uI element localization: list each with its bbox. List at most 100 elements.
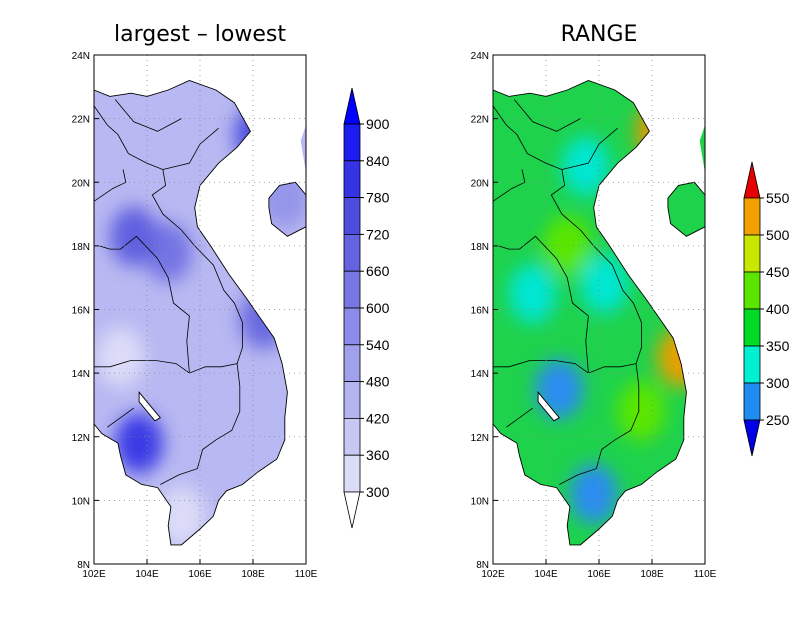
country-border xyxy=(160,363,241,485)
left-map-field xyxy=(93,80,307,546)
y-tick-label: 22N xyxy=(72,115,90,126)
country-border xyxy=(93,169,127,202)
colorbar-segment xyxy=(743,197,761,236)
colorbar-label: 250 xyxy=(766,412,790,428)
field-hotspot xyxy=(115,413,164,474)
colorbar-label: 480 xyxy=(366,374,390,390)
field-hotspot xyxy=(96,327,145,388)
country-border xyxy=(559,363,640,485)
colorbar-label: 540 xyxy=(366,337,390,353)
colorbar-segment xyxy=(343,417,361,456)
colorbar-label: 420 xyxy=(366,410,390,426)
x-tick-label: 110E xyxy=(295,569,318,580)
x-tick-label: 102E xyxy=(82,569,106,580)
colorbar-label: 360 xyxy=(366,447,390,463)
field-hotspot xyxy=(635,101,684,162)
y-tick-label: 14N xyxy=(72,369,90,380)
x-tick-label: 104E xyxy=(135,569,159,580)
colorbar-segment xyxy=(343,123,361,162)
colorbar-segment xyxy=(743,234,761,273)
country-border xyxy=(561,127,618,170)
field-hotspot xyxy=(657,327,705,388)
y-tick-label: 24N xyxy=(471,51,489,62)
y-tick-label: 8N xyxy=(476,560,489,571)
colorbar-label: 900 xyxy=(366,116,390,132)
colorbar-label: 400 xyxy=(766,301,790,317)
colorbar-segment xyxy=(343,307,361,346)
shaded-field xyxy=(94,80,306,545)
y-tick-label: 12N xyxy=(471,433,489,444)
country-border xyxy=(93,105,243,364)
right-map-title: RANGE xyxy=(561,22,638,47)
borders xyxy=(93,80,307,546)
colorbar-segment xyxy=(343,270,361,309)
colorbar-segment xyxy=(743,382,761,421)
colorbar-min-triangle xyxy=(743,419,761,457)
field-hotspot xyxy=(508,263,557,324)
y-tick-label: 22N xyxy=(471,115,489,126)
colorbar-label: 600 xyxy=(366,300,390,316)
tonle-sap-lake xyxy=(138,390,161,422)
tonle-sap-lake xyxy=(537,390,560,422)
colorbar-max-triangle xyxy=(743,161,761,199)
colorbar-segment xyxy=(343,381,361,419)
field-hotspot xyxy=(543,215,592,276)
left-colorbar: 300 360 420 480 540 600 660 720 780 840 900 xyxy=(343,87,390,529)
country-border xyxy=(107,407,135,428)
country-border xyxy=(492,105,642,364)
colorbar-label: 500 xyxy=(766,227,790,243)
colorbar-label: 660 xyxy=(366,263,390,279)
colorbar-label: 720 xyxy=(366,226,390,242)
colorbar-segment xyxy=(743,271,761,310)
y-tick-label: 18N xyxy=(471,242,489,253)
colorbar-label: 300 xyxy=(766,375,790,391)
colorbar-label: 840 xyxy=(366,153,390,169)
colorbar-min-triangle xyxy=(343,491,361,529)
field-hotspot xyxy=(580,254,629,315)
country-border xyxy=(492,169,526,202)
colorbar-label: 350 xyxy=(766,338,790,354)
country-border xyxy=(94,360,238,374)
y-tick-label: 10N xyxy=(72,496,90,507)
x-tick-label: 108E xyxy=(640,569,664,580)
left-map-panel: largest – lowest 102E 104E 106E 108E 110E8N1… xyxy=(72,22,390,580)
colorbar-segment xyxy=(343,454,361,493)
colorbar-segment xyxy=(743,308,761,347)
y-tick-label: 20N xyxy=(471,178,489,189)
y-tick-label: 20N xyxy=(72,178,90,189)
colorbar-segment xyxy=(743,345,761,384)
field-hotspot xyxy=(569,464,618,525)
y-tick-label: 18N xyxy=(72,242,90,253)
y-tick-label: 16N xyxy=(471,306,489,317)
field-hotspot xyxy=(561,136,610,197)
y-tick-label: 12N xyxy=(72,433,90,444)
country-border xyxy=(506,407,534,428)
right-map-axes: 102E 104E 106E 108E 110E 8N 10N 12N 14N 16N 18N 20N… xyxy=(471,51,717,580)
field-hotspot xyxy=(617,381,666,442)
right-map-panel: RANGE 102E 104E 106E 108E 110E 8N 10N 12N 14N 16N… xyxy=(471,22,790,580)
colorbar-label: 780 xyxy=(366,190,390,206)
y-tick-label: 24N xyxy=(72,51,90,62)
y-tick-label: 10N xyxy=(471,496,489,507)
field-hotspot xyxy=(535,359,584,420)
country-border xyxy=(114,99,182,132)
colorbar-label: 300 xyxy=(366,484,390,500)
coastline xyxy=(492,80,687,546)
x-tick-label: 102E xyxy=(481,569,505,580)
colorbar-label: 450 xyxy=(766,264,790,280)
country-border xyxy=(162,127,219,170)
country-border xyxy=(99,235,190,374)
country-border xyxy=(498,235,589,374)
field-hotspot xyxy=(157,486,206,545)
y-tick-label: 8N xyxy=(77,560,90,571)
y-tick-label: 14N xyxy=(471,369,489,380)
y-tick-label: 16N xyxy=(72,306,90,317)
x-tick-label: 110E xyxy=(694,569,717,580)
borders xyxy=(492,80,706,546)
left-map-axes: 102E 104E 106E 108E 110E 8N 10N 12N 14N 16N 18N 20N… xyxy=(72,51,318,580)
colorbar-segment xyxy=(343,344,361,382)
left-map-title: largest – lowest xyxy=(114,22,286,47)
colorbar-segment xyxy=(343,160,361,199)
colorbar-max-triangle xyxy=(343,87,361,125)
